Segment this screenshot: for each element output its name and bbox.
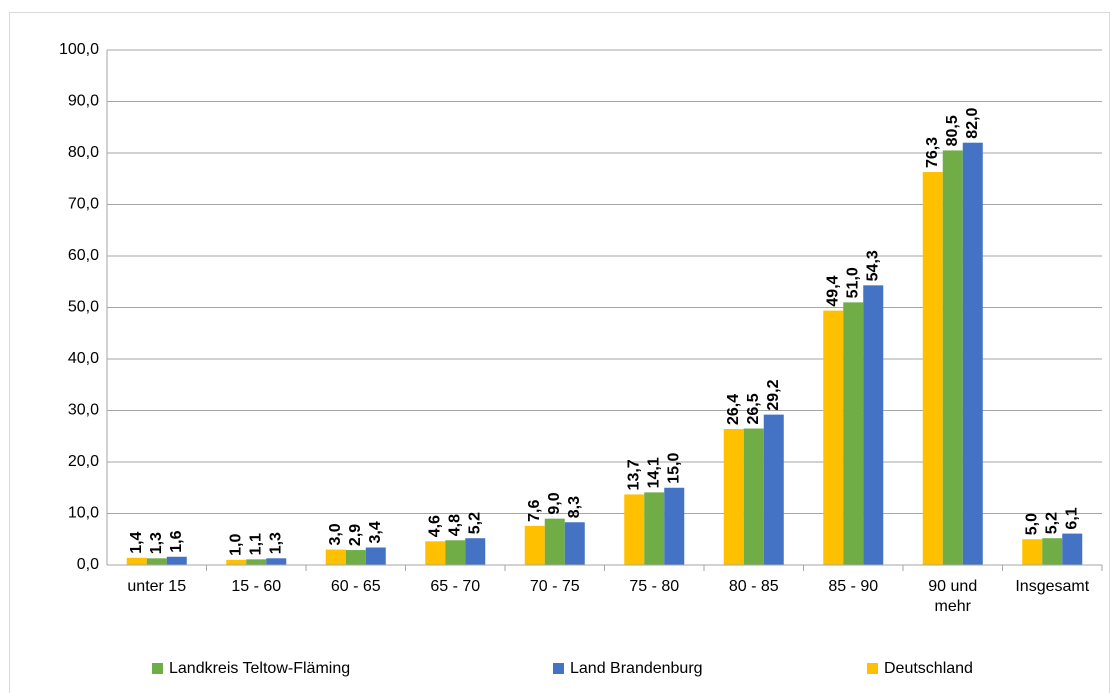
- x-tick-label: Insgesamt: [1015, 578, 1090, 595]
- bar: [823, 310, 844, 565]
- data-label: 9,0: [546, 492, 563, 514]
- data-label: 2,9: [347, 524, 364, 546]
- y-tick-label: 60,0: [68, 247, 99, 264]
- bar: [1062, 533, 1083, 565]
- chart-border: [9, 12, 1110, 693]
- data-label: 26,4: [725, 394, 742, 425]
- x-tick-label: 80 - 85: [728, 578, 779, 595]
- y-tick-label: 10,0: [68, 505, 99, 522]
- data-label: 80,5: [944, 115, 961, 146]
- bar: [544, 518, 565, 565]
- legend-swatch: [867, 663, 878, 674]
- data-label: 54,3: [864, 250, 881, 281]
- y-tick-label: 50,0: [68, 299, 99, 316]
- bar: [445, 540, 466, 565]
- data-label: 5,2: [1043, 512, 1060, 534]
- data-label: 29,2: [765, 379, 782, 410]
- bar: [345, 550, 366, 565]
- x-tick-label: 90 und mehr: [928, 578, 978, 615]
- y-tick-label: 90,0: [68, 93, 99, 110]
- data-label: 6,1: [1063, 507, 1080, 529]
- x-tick-label: 15 - 60: [231, 578, 282, 595]
- bar: [863, 285, 884, 565]
- x-tick-label: 65 - 70: [430, 578, 481, 595]
- bar: [425, 541, 446, 565]
- bar: [843, 302, 864, 565]
- bar: [743, 428, 764, 565]
- x-tick-label: unter 15: [127, 578, 187, 595]
- legend-label: Land Brandenburg: [570, 660, 703, 677]
- y-tick-label: 80,0: [68, 144, 99, 161]
- data-label: 1,6: [168, 530, 185, 552]
- data-label: 4,8: [446, 514, 463, 536]
- y-tick-label: 70,0: [68, 196, 99, 213]
- bar: [1022, 539, 1043, 565]
- y-tick-label: 30,0: [68, 402, 99, 419]
- y-tick-label: 0,0: [77, 556, 99, 573]
- data-label: 5,0: [1023, 513, 1040, 535]
- data-label: 1,3: [148, 532, 165, 554]
- y-tick-label: 40,0: [68, 350, 99, 367]
- bar: [325, 549, 346, 565]
- bar: [962, 142, 983, 565]
- bar: [126, 557, 147, 565]
- bar: [564, 522, 585, 565]
- bar: [524, 525, 545, 565]
- data-label: 1,0: [227, 534, 244, 556]
- bar: [664, 487, 685, 565]
- bar: [723, 429, 744, 565]
- bar: [922, 172, 943, 565]
- y-tick-label: 20,0: [68, 453, 99, 470]
- legend-label: Landkreis Teltow-Fläming: [169, 660, 350, 677]
- data-label: 3,0: [327, 523, 344, 545]
- data-label: 3,4: [367, 521, 384, 543]
- data-label: 14,1: [645, 457, 662, 488]
- bar: [624, 494, 645, 565]
- data-label: 76,3: [924, 137, 941, 168]
- bar: [763, 414, 784, 565]
- data-label: 8,3: [566, 496, 583, 518]
- bar: [246, 559, 267, 565]
- x-tick-label: 70 - 75: [529, 578, 580, 595]
- x-tick-label: 75 - 80: [629, 578, 680, 595]
- data-label: 1,4: [128, 531, 145, 553]
- data-label: 5,2: [466, 512, 483, 534]
- bar: [365, 547, 386, 565]
- bar: [1042, 538, 1063, 565]
- data-label: 4,6: [426, 515, 443, 537]
- y-tick-label: 100,0: [59, 41, 99, 58]
- data-label: 13,7: [625, 459, 642, 490]
- x-tick-label: 60 - 65: [330, 578, 381, 595]
- data-label: 26,5: [745, 393, 762, 424]
- legend-label: Deutschland: [884, 660, 973, 677]
- legend-swatch: [152, 663, 163, 674]
- bar: [644, 492, 665, 565]
- data-label: 1,1: [247, 533, 264, 555]
- legend-swatch: [553, 663, 564, 674]
- bar: [266, 558, 287, 565]
- x-tick-label: 85 - 90: [828, 578, 879, 595]
- data-label: 51,0: [844, 267, 861, 298]
- data-label: 15,0: [665, 453, 682, 484]
- data-label: 1,3: [267, 532, 284, 554]
- bar: [146, 558, 167, 565]
- bar: [942, 150, 963, 566]
- data-label: 82,0: [964, 107, 981, 138]
- bar: [465, 538, 486, 565]
- data-label: 49,4: [824, 275, 841, 306]
- bar: [226, 559, 247, 565]
- data-label: 7,6: [526, 500, 543, 522]
- bar: [166, 556, 187, 565]
